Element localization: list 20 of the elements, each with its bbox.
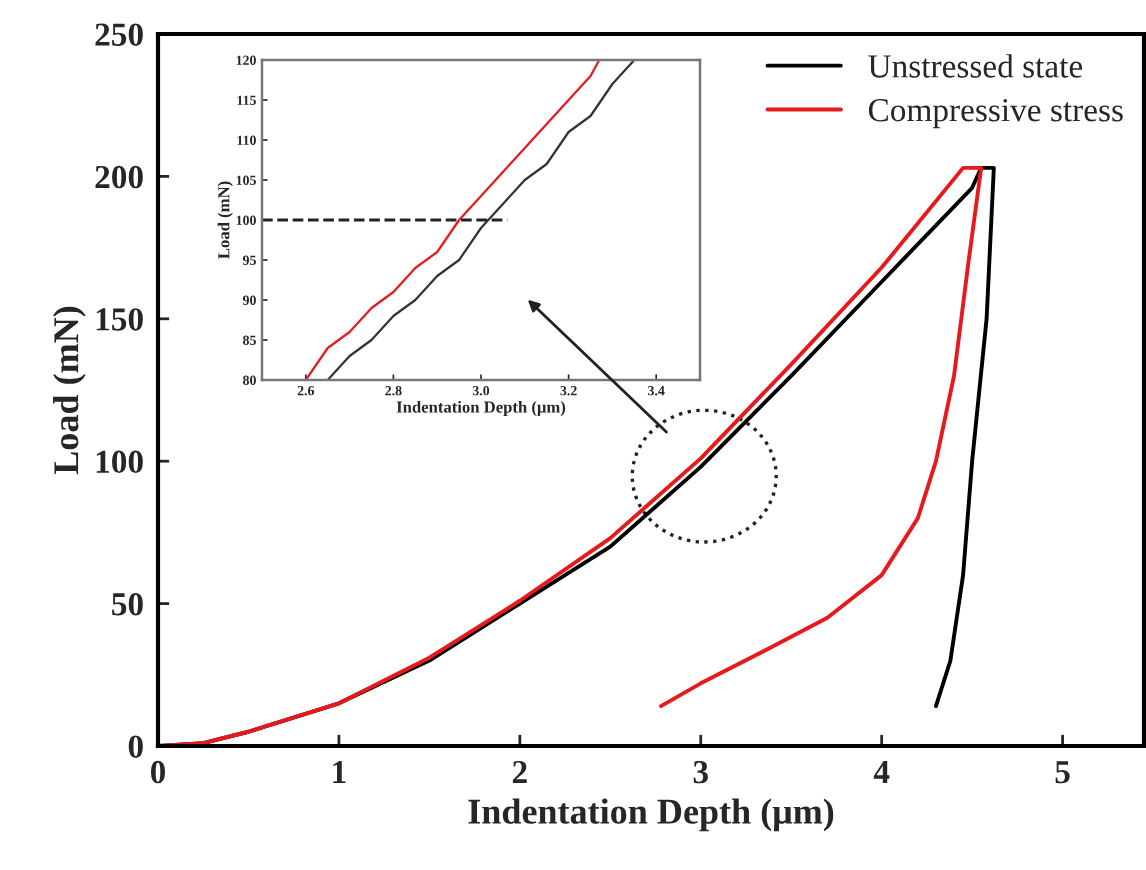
x-tick-label: 3 <box>693 760 708 784</box>
legend-label: Compressive stress <box>868 99 1123 129</box>
x-axis-title: Indentation Depth (μm) <box>468 798 834 832</box>
line-series <box>304 60 601 380</box>
x-axis-title: Indentation Depth (μm) <box>396 400 566 417</box>
x-tick-label: 0 <box>150 760 166 784</box>
y-axis-title: Load (mN) <box>53 306 86 475</box>
y-tick-label: 0 <box>128 735 143 758</box>
y-tick-label: 100 <box>96 450 143 474</box>
legend-label: Unstressed state <box>868 54 1083 78</box>
x-tick-label: 5 <box>1055 761 1070 784</box>
y-tick-label: 250 <box>95 23 143 46</box>
x-tick-label: 1 <box>333 761 346 784</box>
x-tick-label: 2 <box>512 760 527 784</box>
y-tick-label: 200 <box>95 165 143 189</box>
y-axis-title: Load (mN) <box>217 181 233 259</box>
line-series <box>326 60 636 380</box>
x-tick-label: 4 <box>873 761 890 784</box>
y-tick-label: 50 <box>112 593 143 616</box>
y-tick-label: 150 <box>96 308 143 331</box>
